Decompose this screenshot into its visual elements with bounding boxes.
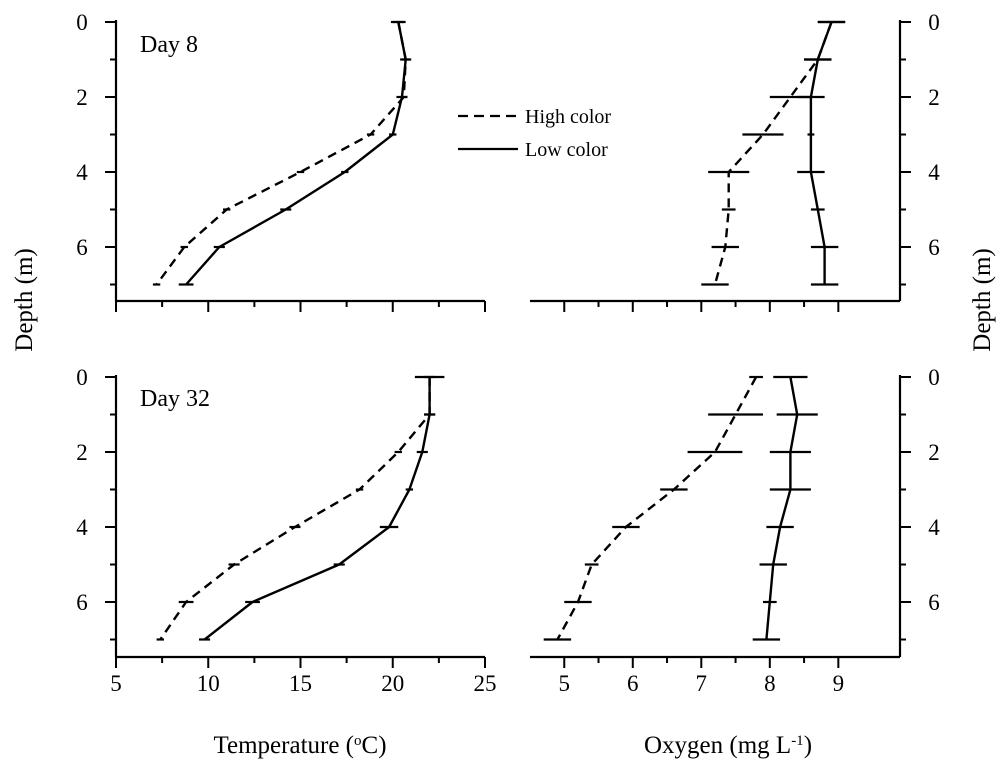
series-line-low-color-oxy-day32 [765,376,799,640]
panel-oxy-day32: 5 6 7 8 9 0 2 4 6 [530,365,940,696]
x-tick-label-temp-day32: 25 [474,671,497,696]
chart-panels: 0 2 4 6 Day 8 0 2 4 6 5 10 15 20 25 0 2 4 6 Day 32 5 6 7 8 9 0 2 4… [76,10,940,696]
y-tick-label-temp-day32: 0 [76,365,88,390]
y-tick-label-oxy-day8: 2 [928,85,940,110]
y-tick-label-oxy-day8: 0 [928,10,940,35]
x-tick-label-temp-day32: 5 [110,671,122,696]
x-tick-label-oxy-day32: 5 [559,671,571,696]
series-line-low-color-temp-day32 [203,377,431,641]
x-tick-label-oxy-day32: 8 [764,671,776,696]
series-line-high-color-temp-day8 [155,21,407,286]
y-tick-label-oxy-day32: 6 [928,590,940,615]
legend: High color Low color [458,106,611,161]
series-line-low-color-temp-day8 [185,21,407,286]
panel-label-temp-day32: Day 32 [140,386,210,412]
xlabel-temperature: Temperature (oC) [213,732,386,759]
panel-oxy-day8: 0 2 4 6 [530,10,940,312]
series-line-low-color-oxy-day8 [809,21,833,285]
x-tick-label-temp-day32: 20 [381,671,404,696]
y-tick-label-oxy-day8: 4 [928,160,940,185]
x-tick-label-oxy-day32: 7 [696,671,708,696]
panel-temp-day8: 0 2 4 6 Day 8 [76,10,486,312]
y-tick-label-temp-day32: 4 [76,515,88,540]
y-tick-label-oxy-day32: 4 [928,515,940,540]
ylabel-left: Depth (m) [11,248,38,351]
y-tick-label-temp-day8: 6 [76,235,88,260]
legend-label-high-color: High color [525,106,611,128]
y-tick-label-oxy-day8: 6 [928,235,940,260]
y-tick-label-oxy-day32: 2 [928,440,940,465]
y-tick-label-temp-day8: 0 [76,10,88,35]
y-tick-label-oxy-day32: 0 [928,365,940,390]
y-tick-label-temp-day32: 2 [76,440,88,465]
ylabel-right: Depth (m) [969,248,996,351]
y-tick-label-temp-day8: 4 [76,160,88,185]
legend-label-low-color: Low color [525,139,608,161]
x-tick-label-temp-day32: 10 [197,671,220,696]
x-tick-label-temp-day32: 15 [289,671,312,696]
xlabel-oxygen: Oxygen (mg L-1) [644,732,812,759]
y-tick-label-temp-day32: 6 [76,590,88,615]
panel-temp-day32: 5 10 15 20 25 0 2 4 6 Day 32 [76,365,496,696]
y-tick-label-temp-day8: 2 [76,85,88,110]
series-line-high-color-oxy-day32 [556,376,758,641]
series-line-high-color-oxy-day8 [713,21,833,285]
x-tick-label-oxy-day32: 6 [627,671,639,696]
x-tick-label-oxy-day32: 9 [833,671,845,696]
panel-label-temp-day8: Day 8 [140,32,198,58]
series-line-high-color-temp-day32 [159,377,431,641]
